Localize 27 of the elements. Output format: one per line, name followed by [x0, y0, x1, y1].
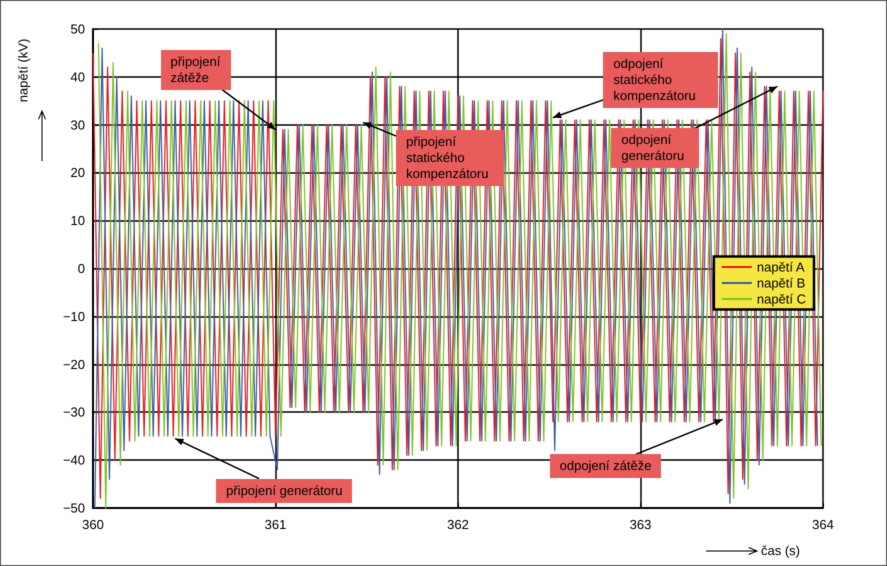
y-tick-label: −30	[62, 404, 85, 420]
x-tick-label: 363	[630, 517, 652, 532]
y-tick-label: 50	[70, 22, 85, 36]
y-tick-label: −40	[62, 452, 85, 468]
y-tick-label: 20	[70, 165, 85, 180]
annotation: připojení statického kompenzátoru	[396, 130, 504, 186]
y-tick-label: 10	[70, 213, 85, 228]
y-tick-label: −50	[62, 500, 85, 516]
x-tick-label: 361	[264, 517, 286, 532]
legend-label: napětí A	[756, 260, 805, 274]
annotation: odpojení zátěže	[550, 454, 662, 478]
x-axis-title: čas (s)	[761, 543, 800, 558]
y-tick-label: 0	[78, 261, 85, 276]
annotation: připojení generátoru	[216, 478, 352, 503]
x-tick-label: 362	[447, 517, 469, 532]
y-tick-label: 30	[70, 117, 85, 132]
x-tick-label: 364	[812, 517, 834, 532]
y-tick-label: −20	[62, 356, 85, 372]
x-tick-label: 360	[82, 517, 104, 532]
annotation: odpojení generátoru	[611, 128, 700, 168]
y-tick-label: −10	[62, 308, 85, 324]
legend-label: napětí C	[756, 292, 806, 306]
annotation: odpojení statického kompenzátoru	[603, 52, 718, 108]
legend-label: napětí B	[756, 276, 806, 290]
y-tick-label: 40	[70, 69, 85, 84]
y-axis-title: napětí (kV)	[15, 38, 30, 102]
annotation: připojení zátěže	[160, 50, 230, 90]
